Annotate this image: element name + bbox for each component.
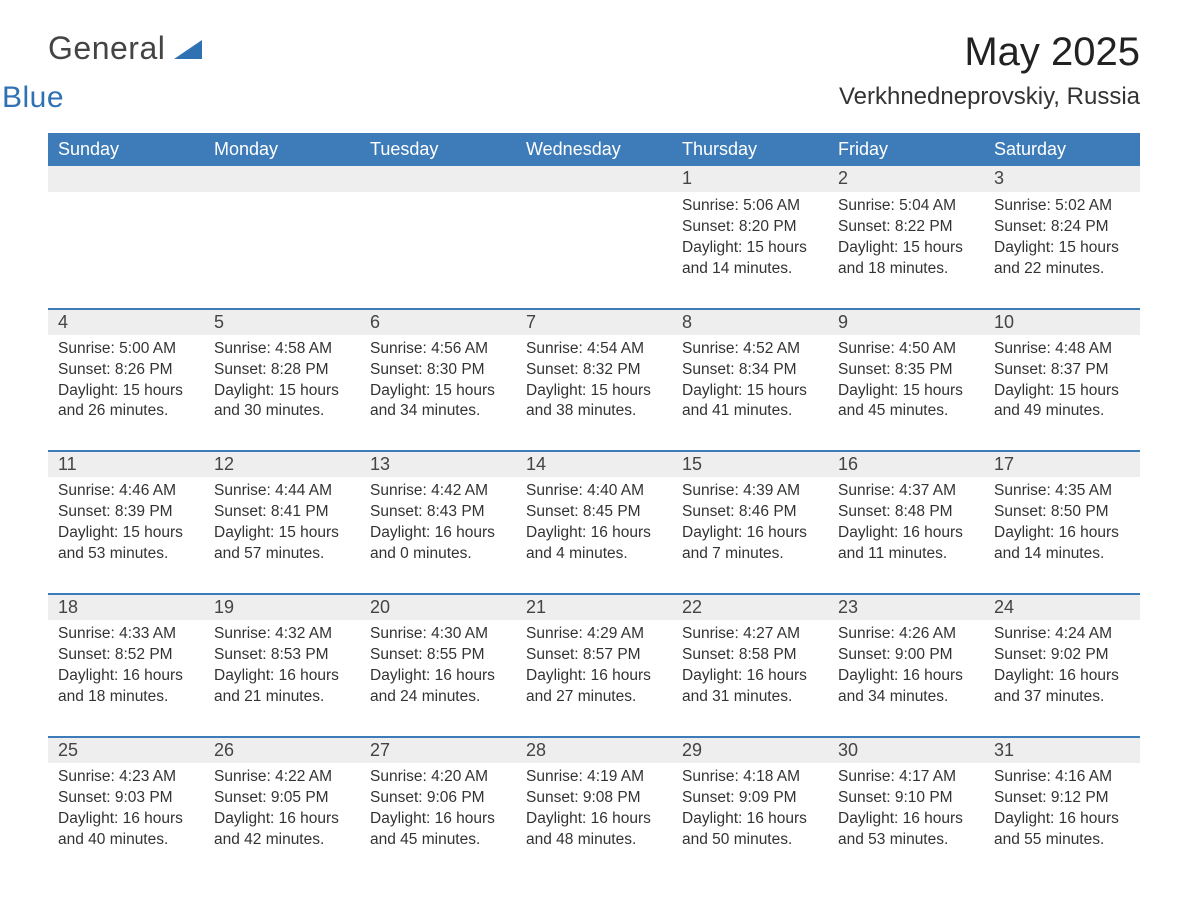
- day-detail-cell: Sunrise: 5:04 AMSunset: 8:22 PMDaylight:…: [828, 192, 984, 309]
- day-number-cell: 29: [672, 737, 828, 763]
- day-detail-row: Sunrise: 5:00 AMSunset: 8:26 PMDaylight:…: [48, 335, 1140, 452]
- month-title: May 2025: [839, 30, 1140, 75]
- day-number-cell: [204, 166, 360, 192]
- day-number-cell: 8: [672, 309, 828, 335]
- calendar-head: SundayMondayTuesdayWednesdayThursdayFrid…: [48, 133, 1140, 166]
- weekday-header: Sunday: [48, 133, 204, 166]
- day-number-cell: 30: [828, 737, 984, 763]
- weekday-header: Monday: [204, 133, 360, 166]
- day-number-cell: [516, 166, 672, 192]
- weekday-row: SundayMondayTuesdayWednesdayThursdayFrid…: [48, 133, 1140, 166]
- location: Verkhnedneprovskiy, Russia: [839, 83, 1140, 111]
- day-number-cell: 19: [204, 594, 360, 620]
- day-detail-row: Sunrise: 4:46 AMSunset: 8:39 PMDaylight:…: [48, 477, 1140, 594]
- day-number-cell: 7: [516, 309, 672, 335]
- calendar-body: 123Sunrise: 5:06 AMSunset: 8:20 PMDaylig…: [48, 166, 1140, 856]
- day-detail-cell: Sunrise: 4:24 AMSunset: 9:02 PMDaylight:…: [984, 620, 1140, 737]
- day-detail-cell: Sunrise: 4:48 AMSunset: 8:37 PMDaylight:…: [984, 335, 1140, 452]
- day-detail-cell: Sunrise: 4:22 AMSunset: 9:05 PMDaylight:…: [204, 763, 360, 857]
- day-number-cell: 18: [48, 594, 204, 620]
- day-detail-cell: [360, 192, 516, 309]
- day-number-cell: 16: [828, 451, 984, 477]
- day-detail-cell: [516, 192, 672, 309]
- logo-word-blue: Blue: [2, 81, 202, 115]
- day-detail-cell: Sunrise: 4:27 AMSunset: 8:58 PMDaylight:…: [672, 620, 828, 737]
- day-detail-cell: Sunrise: 4:26 AMSunset: 9:00 PMDaylight:…: [828, 620, 984, 737]
- weekday-header: Thursday: [672, 133, 828, 166]
- day-detail-cell: Sunrise: 4:58 AMSunset: 8:28 PMDaylight:…: [204, 335, 360, 452]
- day-number-cell: 23: [828, 594, 984, 620]
- day-number-cell: 17: [984, 451, 1140, 477]
- day-detail-cell: Sunrise: 4:50 AMSunset: 8:35 PMDaylight:…: [828, 335, 984, 452]
- day-number-cell: 10: [984, 309, 1140, 335]
- day-number-cell: 14: [516, 451, 672, 477]
- day-number-row: 11121314151617: [48, 451, 1140, 477]
- day-detail-cell: Sunrise: 4:37 AMSunset: 8:48 PMDaylight:…: [828, 477, 984, 594]
- day-number-cell: 6: [360, 309, 516, 335]
- day-number-cell: 24: [984, 594, 1140, 620]
- weekday-header: Tuesday: [360, 133, 516, 166]
- header: General Blue May 2025 Verkhnedneprovskiy…: [48, 30, 1140, 115]
- day-detail-cell: Sunrise: 5:02 AMSunset: 8:24 PMDaylight:…: [984, 192, 1140, 309]
- day-detail-row: Sunrise: 5:06 AMSunset: 8:20 PMDaylight:…: [48, 192, 1140, 309]
- day-detail-cell: Sunrise: 4:42 AMSunset: 8:43 PMDaylight:…: [360, 477, 516, 594]
- day-detail-cell: Sunrise: 4:32 AMSunset: 8:53 PMDaylight:…: [204, 620, 360, 737]
- day-number-row: 45678910: [48, 309, 1140, 335]
- day-number-cell: 9: [828, 309, 984, 335]
- day-detail-cell: Sunrise: 4:16 AMSunset: 9:12 PMDaylight:…: [984, 763, 1140, 857]
- day-number-row: 123: [48, 166, 1140, 192]
- weekday-header: Saturday: [984, 133, 1140, 166]
- day-detail-cell: Sunrise: 4:20 AMSunset: 9:06 PMDaylight:…: [360, 763, 516, 857]
- day-detail-cell: Sunrise: 4:56 AMSunset: 8:30 PMDaylight:…: [360, 335, 516, 452]
- day-detail-cell: Sunrise: 4:46 AMSunset: 8:39 PMDaylight:…: [48, 477, 204, 594]
- weekday-header: Wednesday: [516, 133, 672, 166]
- day-detail-cell: Sunrise: 4:18 AMSunset: 9:09 PMDaylight:…: [672, 763, 828, 857]
- day-detail-cell: Sunrise: 4:29 AMSunset: 8:57 PMDaylight:…: [516, 620, 672, 737]
- logo-word-general: General: [48, 30, 165, 66]
- logo: General Blue: [48, 30, 202, 115]
- day-number-cell: [48, 166, 204, 192]
- day-detail-cell: Sunrise: 5:06 AMSunset: 8:20 PMDaylight:…: [672, 192, 828, 309]
- day-number-cell: 20: [360, 594, 516, 620]
- day-detail-cell: [48, 192, 204, 309]
- day-number-row: 18192021222324: [48, 594, 1140, 620]
- day-number-cell: 2: [828, 166, 984, 192]
- day-number-cell: 21: [516, 594, 672, 620]
- day-detail-cell: Sunrise: 4:40 AMSunset: 8:45 PMDaylight:…: [516, 477, 672, 594]
- day-number-cell: 28: [516, 737, 672, 763]
- day-detail-cell: Sunrise: 4:44 AMSunset: 8:41 PMDaylight:…: [204, 477, 360, 594]
- day-number-cell: 12: [204, 451, 360, 477]
- logo-triangle-icon: [174, 37, 202, 64]
- day-detail-cell: Sunrise: 4:23 AMSunset: 9:03 PMDaylight:…: [48, 763, 204, 857]
- day-number-cell: 1: [672, 166, 828, 192]
- day-detail-cell: Sunrise: 4:35 AMSunset: 8:50 PMDaylight:…: [984, 477, 1140, 594]
- day-number-row: 25262728293031: [48, 737, 1140, 763]
- calendar-table: SundayMondayTuesdayWednesdayThursdayFrid…: [48, 133, 1140, 856]
- day-detail-cell: [204, 192, 360, 309]
- day-number-cell: 22: [672, 594, 828, 620]
- day-detail-cell: Sunrise: 4:17 AMSunset: 9:10 PMDaylight:…: [828, 763, 984, 857]
- day-number-cell: 25: [48, 737, 204, 763]
- day-number-cell: 31: [984, 737, 1140, 763]
- day-number-cell: 13: [360, 451, 516, 477]
- day-number-cell: 5: [204, 309, 360, 335]
- day-number-cell: 3: [984, 166, 1140, 192]
- day-detail-cell: Sunrise: 4:30 AMSunset: 8:55 PMDaylight:…: [360, 620, 516, 737]
- day-detail-cell: Sunrise: 4:19 AMSunset: 9:08 PMDaylight:…: [516, 763, 672, 857]
- day-number-cell: 27: [360, 737, 516, 763]
- title-block: May 2025 Verkhnedneprovskiy, Russia: [839, 30, 1140, 111]
- day-number-cell: 26: [204, 737, 360, 763]
- day-number-cell: 4: [48, 309, 204, 335]
- day-detail-cell: Sunrise: 4:39 AMSunset: 8:46 PMDaylight:…: [672, 477, 828, 594]
- weekday-header: Friday: [828, 133, 984, 166]
- day-detail-cell: Sunrise: 4:52 AMSunset: 8:34 PMDaylight:…: [672, 335, 828, 452]
- day-number-cell: 11: [48, 451, 204, 477]
- day-detail-cell: Sunrise: 4:54 AMSunset: 8:32 PMDaylight:…: [516, 335, 672, 452]
- day-number-cell: [360, 166, 516, 192]
- day-detail-cell: Sunrise: 4:33 AMSunset: 8:52 PMDaylight:…: [48, 620, 204, 737]
- day-number-cell: 15: [672, 451, 828, 477]
- day-detail-row: Sunrise: 4:23 AMSunset: 9:03 PMDaylight:…: [48, 763, 1140, 857]
- day-detail-cell: Sunrise: 5:00 AMSunset: 8:26 PMDaylight:…: [48, 335, 204, 452]
- day-detail-row: Sunrise: 4:33 AMSunset: 8:52 PMDaylight:…: [48, 620, 1140, 737]
